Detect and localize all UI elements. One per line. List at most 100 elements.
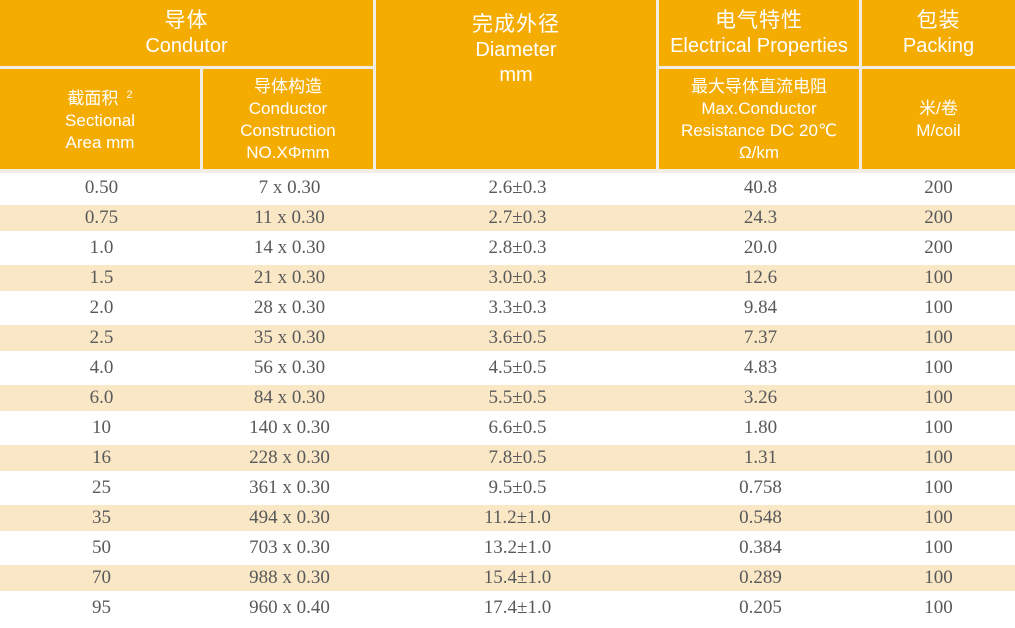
table-row: 2.0 28 x 0.30 3.3±0.3 9.84 100 bbox=[0, 293, 1015, 323]
header-sectional-en: Sectional Area mm bbox=[65, 111, 135, 152]
superscript-2: 2 bbox=[126, 89, 133, 101]
table-cell: 40.8 bbox=[743, 177, 778, 198]
header-packing-zh: 包装 bbox=[916, 9, 961, 32]
table-cell: 494 x 0.30 bbox=[203, 503, 376, 533]
table-cell: 200 bbox=[862, 203, 1015, 233]
table-row: 0.50 7 x 0.30 2.6±0.3 40.8 200 bbox=[0, 173, 1015, 203]
table-cell: 100 bbox=[862, 323, 1015, 353]
table-row: 1.5 21 x 0.30 3.0±0.3 12.6 100 bbox=[0, 263, 1015, 293]
header-electrical-en: Electrical Properties bbox=[670, 35, 848, 57]
table-cell: 3.3±0.3 bbox=[488, 297, 547, 318]
header-coil: 米/卷 M/coil bbox=[862, 69, 1015, 173]
table-cell: 12.6 bbox=[659, 263, 862, 293]
table-cell: 7.37 bbox=[659, 323, 862, 353]
table-row: 95 960 x 0.40 17.4±1.0 0.205 100 bbox=[0, 593, 1015, 623]
table-cell: 24.3 bbox=[659, 203, 862, 233]
header-coil-en: M/coil bbox=[916, 120, 961, 140]
header-resistance-en: Max.Conductor Resistance DC 20℃ Ω/km bbox=[680, 98, 838, 162]
table-cell: 100 bbox=[924, 417, 953, 438]
table-cell: 7.8±0.5 bbox=[376, 443, 659, 473]
header-resistance: 最大导体直流电阻 Max.Conductor Resistance DC 20℃… bbox=[659, 69, 862, 173]
table-row: 16 228 x 0.30 7.8±0.5 1.31 100 bbox=[0, 443, 1015, 473]
header-sectional-zh: 截面积 2 bbox=[67, 89, 133, 108]
table-cell: 16 bbox=[0, 443, 203, 473]
table-cell: 2.5 bbox=[0, 323, 203, 353]
table-cell: 3.6±0.5 bbox=[376, 323, 659, 353]
table-row: 25 361 x 0.30 9.5±0.5 0.758 100 bbox=[0, 473, 1015, 503]
header-diameter-zh: 完成外径 bbox=[472, 13, 560, 36]
table-cell: 0.548 bbox=[659, 503, 862, 533]
table-cell: 70 bbox=[0, 563, 203, 593]
table-cell: 9.5±0.5 bbox=[488, 477, 547, 498]
table-cell: 4.0 bbox=[89, 357, 114, 378]
table-cell: 100 bbox=[862, 443, 1015, 473]
table-row: 10 140 x 0.30 6.6±0.5 1.80 100 bbox=[0, 413, 1015, 443]
header-diameter-unit: mm bbox=[499, 64, 533, 86]
header-construction-en: Conductor Construction NO.XΦmm bbox=[240, 98, 336, 162]
table-cell: 100 bbox=[924, 297, 953, 318]
table-cell: 1.80 bbox=[743, 417, 778, 438]
table-cell: 15.4±1.0 bbox=[376, 563, 659, 593]
table-cell: 2.6±0.3 bbox=[488, 177, 547, 198]
header-electrical-group: 电气特性 Electrical Properties bbox=[659, 0, 862, 69]
header-sectional-area: 截面积 2 Sectional Area mm bbox=[0, 69, 203, 173]
table-cell: 35 bbox=[0, 503, 203, 533]
table-cell: 25 bbox=[92, 477, 111, 498]
table-cell: 5.5±0.5 bbox=[376, 383, 659, 413]
table-cell: 100 bbox=[862, 503, 1015, 533]
table-cell: 1.31 bbox=[659, 443, 862, 473]
table-cell: 0.75 bbox=[0, 203, 203, 233]
header-packing-group: 包装 Packing bbox=[862, 0, 1015, 69]
table-cell: 100 bbox=[862, 263, 1015, 293]
header-diameter-en: Diameter bbox=[475, 39, 557, 61]
header-conductor-en: Condutor bbox=[145, 35, 228, 57]
table-cell: 4.5±0.5 bbox=[488, 357, 547, 378]
table-cell: 200 bbox=[924, 237, 953, 258]
table-cell: 100 bbox=[924, 357, 953, 378]
table-cell: 100 bbox=[862, 563, 1015, 593]
table-row: 0.75 11 x 0.30 2.7±0.3 24.3 200 bbox=[0, 203, 1015, 233]
table-cell: 17.4±1.0 bbox=[483, 597, 552, 618]
table-cell: 1.0 bbox=[89, 237, 114, 258]
header-conductor-zh: 导体 bbox=[164, 9, 209, 32]
table-cell: 14 x 0.30 bbox=[253, 237, 326, 258]
table-cell: 2.7±0.3 bbox=[376, 203, 659, 233]
table-cell: 228 x 0.30 bbox=[203, 443, 376, 473]
table-cell: 140 x 0.30 bbox=[249, 417, 330, 438]
header-construction-zh: 导体构造 bbox=[254, 76, 322, 96]
header-resistance-zh: 最大导体直流电阻 bbox=[691, 76, 827, 96]
table-row: 4.0 56 x 0.30 4.5±0.5 4.83 100 bbox=[0, 353, 1015, 383]
table-cell: 10 bbox=[92, 417, 111, 438]
table-cell: 2.0 bbox=[89, 297, 114, 318]
table-cell: 35 x 0.30 bbox=[203, 323, 376, 353]
table-cell: 1.5 bbox=[0, 263, 203, 293]
table-cell: 0.205 bbox=[739, 597, 782, 618]
table-row: 50 703 x 0.30 13.2±1.0 0.384 100 bbox=[0, 533, 1015, 563]
table-cell: 703 x 0.30 bbox=[249, 537, 330, 558]
table-cell: 9.84 bbox=[743, 297, 778, 318]
table-cell: 7 x 0.30 bbox=[258, 177, 321, 198]
table-row: 2.5 35 x 0.30 3.6±0.5 7.37 100 bbox=[0, 323, 1015, 353]
table-cell: 0.758 bbox=[739, 477, 782, 498]
table-cell: 0.50 bbox=[84, 177, 119, 198]
table-cell: 361 x 0.30 bbox=[249, 477, 330, 498]
table-cell: 20.0 bbox=[743, 237, 778, 258]
table-cell: 100 bbox=[924, 477, 953, 498]
header-conductor-group: 导体 Condutor bbox=[0, 0, 376, 69]
table-cell: 2.8±0.3 bbox=[488, 237, 547, 258]
table-cell: 4.83 bbox=[743, 357, 778, 378]
table-cell: 3.0±0.3 bbox=[376, 263, 659, 293]
table-cell: 28 x 0.30 bbox=[253, 297, 326, 318]
table-cell: 11 x 0.30 bbox=[203, 203, 376, 233]
header-electrical-zh: 电气特性 bbox=[715, 9, 803, 32]
table-row: 6.0 84 x 0.30 5.5±0.5 3.26 100 bbox=[0, 383, 1015, 413]
table-row: 35 494 x 0.30 11.2±1.0 0.548 100 bbox=[0, 503, 1015, 533]
table-row: 1.0 14 x 0.30 2.8±0.3 20.0 200 bbox=[0, 233, 1015, 263]
table-cell: 6.0 bbox=[0, 383, 203, 413]
header-diameter: 完成外径 Diameter mm bbox=[376, 0, 659, 173]
table-cell: 100 bbox=[862, 383, 1015, 413]
table-cell: 13.2±1.0 bbox=[483, 537, 552, 558]
table-cell: 3.26 bbox=[659, 383, 862, 413]
table-cell: 21 x 0.30 bbox=[203, 263, 376, 293]
